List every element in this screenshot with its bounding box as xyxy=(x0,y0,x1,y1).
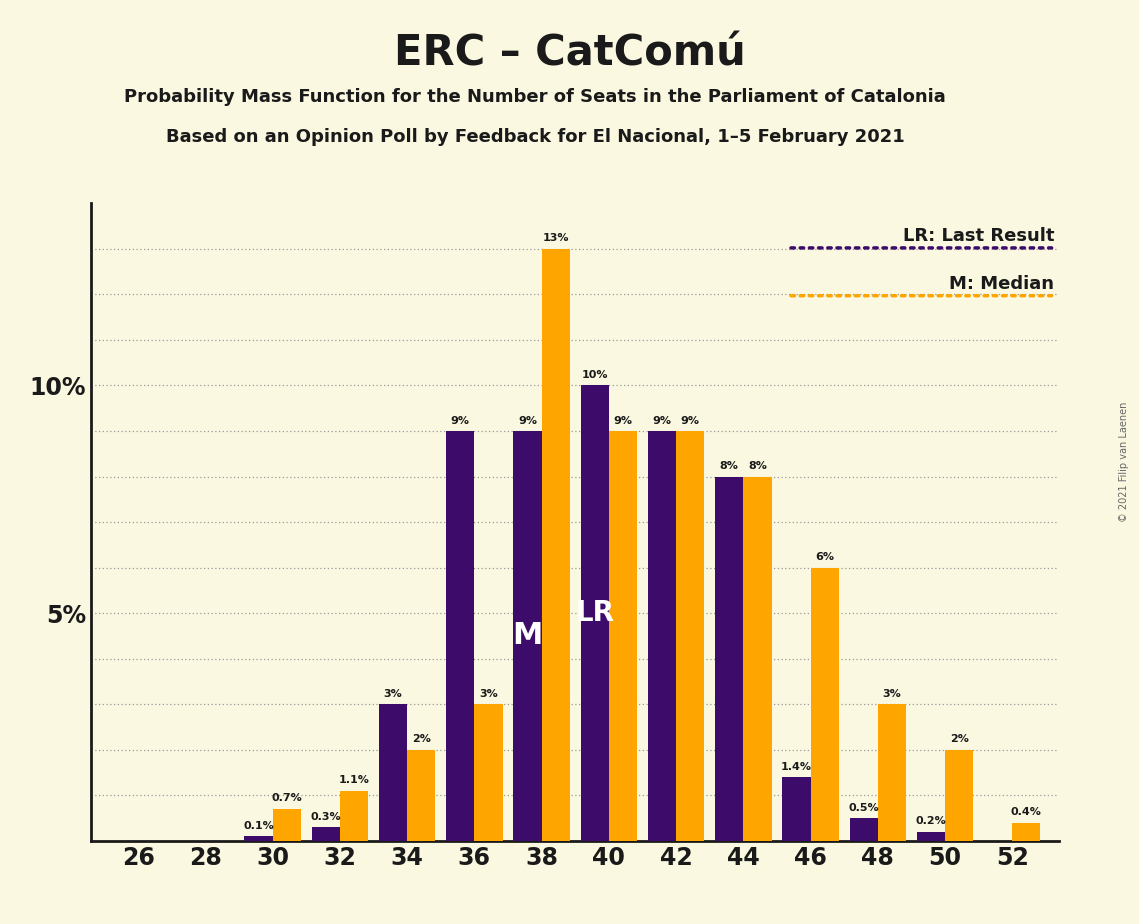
Bar xyxy=(677,431,704,841)
Text: LR: Last Result: LR: Last Result xyxy=(903,226,1055,245)
Bar xyxy=(782,777,811,841)
Text: 10%: 10% xyxy=(581,370,608,380)
Bar xyxy=(312,827,339,841)
Text: ERC – CatComú: ERC – CatComú xyxy=(394,32,745,74)
Bar xyxy=(474,704,502,841)
Text: 0.4%: 0.4% xyxy=(1011,808,1042,817)
Text: 0.5%: 0.5% xyxy=(849,803,879,812)
Text: 0.3%: 0.3% xyxy=(311,811,341,821)
Text: 9%: 9% xyxy=(653,416,671,426)
Text: 9%: 9% xyxy=(451,416,469,426)
Bar xyxy=(514,431,541,841)
Text: 2%: 2% xyxy=(950,735,968,745)
Text: 0.2%: 0.2% xyxy=(916,816,947,826)
Text: 3%: 3% xyxy=(883,688,901,699)
Bar xyxy=(379,704,407,841)
Text: 9%: 9% xyxy=(614,416,632,426)
Text: M: M xyxy=(513,622,542,650)
Text: M: Median: M: Median xyxy=(950,274,1055,293)
Bar xyxy=(648,431,677,841)
Text: 9%: 9% xyxy=(681,416,699,426)
Bar xyxy=(407,749,435,841)
Bar xyxy=(1013,822,1040,841)
Bar xyxy=(811,567,838,841)
Text: 0.1%: 0.1% xyxy=(243,821,273,831)
Bar xyxy=(945,749,973,841)
Bar xyxy=(541,249,570,841)
Text: 1.4%: 1.4% xyxy=(781,761,812,772)
Text: 8%: 8% xyxy=(748,461,767,471)
Bar xyxy=(715,477,744,841)
Bar xyxy=(917,832,945,841)
Text: LR: LR xyxy=(575,599,614,627)
Bar xyxy=(581,385,609,841)
Bar xyxy=(339,791,368,841)
Text: 1.1%: 1.1% xyxy=(338,775,369,785)
Text: Probability Mass Function for the Number of Seats in the Parliament of Catalonia: Probability Mass Function for the Number… xyxy=(124,88,947,105)
Text: Based on an Opinion Poll by Feedback for El Nacional, 1–5 February 2021: Based on an Opinion Poll by Feedback for… xyxy=(166,128,904,145)
Text: © 2021 Filip van Laenen: © 2021 Filip van Laenen xyxy=(1120,402,1129,522)
Bar xyxy=(878,704,906,841)
Bar xyxy=(272,809,301,841)
Text: 3%: 3% xyxy=(480,688,498,699)
Bar xyxy=(850,818,878,841)
Text: 3%: 3% xyxy=(384,688,402,699)
Text: 13%: 13% xyxy=(542,234,570,243)
Bar xyxy=(744,477,771,841)
Bar xyxy=(245,836,272,841)
Bar xyxy=(446,431,474,841)
Text: 8%: 8% xyxy=(720,461,738,471)
Text: 6%: 6% xyxy=(816,553,834,562)
Text: 0.7%: 0.7% xyxy=(271,794,302,804)
Text: 2%: 2% xyxy=(412,735,431,745)
Text: 9%: 9% xyxy=(518,416,536,426)
Bar xyxy=(609,431,637,841)
